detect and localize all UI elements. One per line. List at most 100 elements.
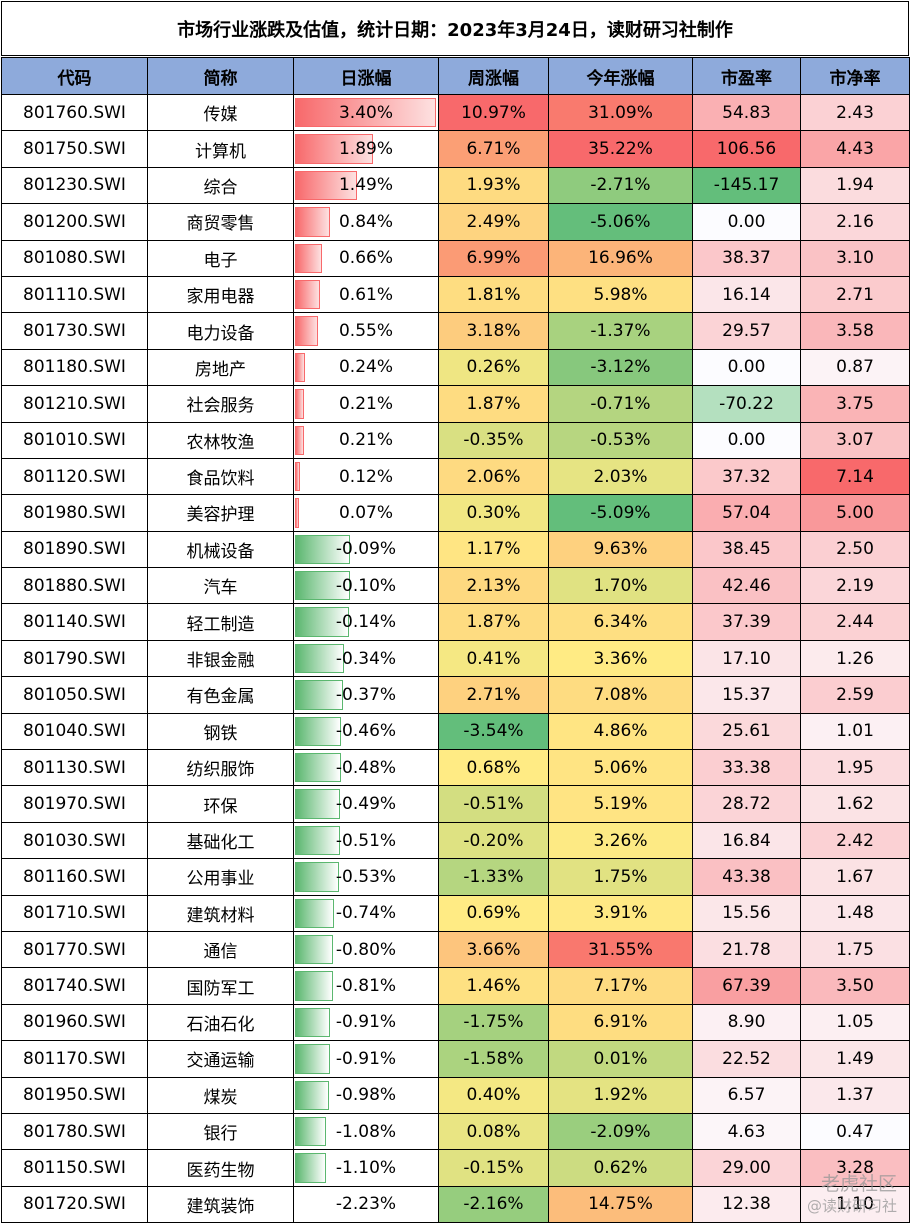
col-header-ytd-change: 今年涨幅: [548, 57, 693, 95]
data-bar: [295, 571, 350, 601]
cell-pb: 3.07: [800, 421, 910, 459]
cell-week-change: 0.41%: [438, 639, 549, 678]
cell-day-change: 0.55%: [293, 312, 439, 350]
cell-pe: 22.52: [692, 1040, 801, 1078]
day-change-value: -0.10%: [335, 575, 397, 596]
cell-week-change: 0.08%: [438, 1112, 549, 1151]
cell-pb: 1.26: [800, 639, 910, 678]
cell-pe: 15.37: [692, 676, 801, 714]
cell-day-change: -0.34%: [293, 639, 439, 678]
day-change-value: 0.21%: [338, 393, 393, 414]
cell-day-change: 0.84%: [293, 203, 439, 241]
table-row: 801150.SWI 医药生物 -1.10% -0.15% 0.62% 29.00 3.28: [1, 1149, 910, 1187]
cell-name: 家用电器: [147, 275, 294, 314]
cell-name: 农林牧渔: [147, 421, 294, 459]
data-bar: [295, 279, 320, 310]
data-bar: [295, 753, 341, 783]
col-header-pe: 市盈率: [692, 57, 801, 95]
cell-day-change: -0.46%: [293, 712, 439, 751]
cell-pb: 0.47: [800, 1112, 910, 1151]
day-change-value: 0.61%: [338, 284, 393, 305]
cell-name: 医药生物: [147, 1149, 294, 1187]
cell-ytd-change: -2.09%: [548, 1112, 693, 1151]
cell-week-change: -1.75%: [438, 1003, 549, 1042]
industry-table: 代码 简称 日涨幅 周涨幅 今年涨幅 市盈率 市净率 801760.SWI 传媒 3…: [1, 57, 910, 1224]
cell-code: 801230.SWI: [1, 166, 148, 205]
col-header-code: 代码: [1, 57, 148, 95]
cell-day-change: -0.37%: [293, 676, 439, 714]
cell-week-change: 1.87%: [438, 603, 549, 641]
cell-ytd-change: 14.75%: [548, 1185, 693, 1224]
cell-name: 石油石化: [147, 1003, 294, 1042]
cell-pb: 5.00: [800, 494, 910, 532]
cell-week-change: -0.35%: [438, 421, 549, 459]
cell-week-change: 0.26%: [438, 348, 549, 387]
day-change-value: -0.14%: [335, 612, 397, 633]
cell-pb: 7.14: [800, 457, 910, 496]
data-bar: [295, 425, 304, 455]
day-change-value: -0.80%: [335, 939, 397, 960]
cell-code: 801110.SWI: [1, 275, 148, 314]
data-bar: [295, 134, 373, 164]
data-bar: [295, 170, 357, 201]
cell-pb: 2.16: [800, 203, 910, 241]
cell-day-change: 0.24%: [293, 348, 439, 387]
data-bar: [295, 243, 322, 273]
cell-name: 钢铁: [147, 712, 294, 751]
cell-pb: 1.05: [800, 1003, 910, 1042]
cell-week-change: -3.54%: [438, 712, 549, 751]
cell-ytd-change: 6.91%: [548, 1003, 693, 1042]
cell-pe: 37.39: [692, 603, 801, 641]
table-row: 801050.SWI 有色金属 -0.37% 2.71% 7.08% 15.37 2.59: [1, 676, 910, 714]
cell-pb: 2.43: [800, 93, 910, 132]
table-row: 801960.SWI 石油石化 -0.91% -1.75% 6.91% 8.90 1.05: [1, 1003, 910, 1042]
cell-pe: 57.04: [692, 494, 801, 532]
cell-ytd-change: 5.19%: [548, 785, 693, 823]
data-bar: [295, 1044, 330, 1074]
cell-name: 有色金属: [147, 676, 294, 714]
cell-code: 801770.SWI: [1, 930, 148, 969]
cell-day-change: 1.89%: [293, 130, 439, 168]
cell-ytd-change: -5.09%: [548, 494, 693, 532]
day-change-value: -1.08%: [335, 1121, 397, 1142]
cell-pe: 54.83: [692, 93, 801, 132]
col-header-day-change: 日涨幅: [293, 57, 439, 95]
cell-week-change: 0.40%: [438, 1076, 549, 1114]
cell-week-change: 6.99%: [438, 239, 549, 277]
table-title: 市场行业涨跌及估值，统计日期：2023年3月24日，读财研习社制作: [1, 1, 909, 56]
cell-ytd-change: -0.71%: [548, 385, 693, 423]
cell-name: 传媒: [147, 93, 294, 132]
cell-day-change: -2.23%: [293, 1185, 439, 1224]
cell-week-change: 2.13%: [438, 567, 549, 605]
cell-name: 轻工制造: [147, 603, 294, 641]
data-bar: [295, 534, 350, 565]
table-row: 801790.SWI 非银金融 -0.34% 0.41% 3.36% 17.10 1.26: [1, 639, 910, 678]
data-bar: [295, 207, 330, 237]
cell-name: 煤炭: [147, 1076, 294, 1114]
cell-day-change: 0.61%: [293, 275, 439, 314]
day-change-value: -0.34%: [335, 648, 397, 669]
table-row: 801770.SWI 通信 -0.80% 3.66% 31.55% 21.78 1.75: [1, 930, 910, 969]
day-change-value: -0.09%: [335, 539, 397, 560]
day-change-value: -0.48%: [335, 757, 397, 778]
table-row: 801730.SWI 电力设备 0.55% 3.18% -1.37% 29.57 3.58: [1, 312, 910, 350]
day-change-value: -0.91%: [335, 1048, 397, 1069]
table-row: 801120.SWI 食品饮料 0.12% 2.06% 2.03% 37.32 7.14: [1, 457, 910, 496]
cell-pb: 3.50: [800, 967, 910, 1005]
cell-ytd-change: 2.03%: [548, 457, 693, 496]
cell-ytd-change: -1.37%: [548, 312, 693, 350]
cell-name: 电力设备: [147, 312, 294, 350]
cell-ytd-change: 1.92%: [548, 1076, 693, 1114]
cell-code: 801150.SWI: [1, 1149, 148, 1187]
day-change-value: 1.49%: [338, 175, 393, 196]
table-row: 801750.SWI 计算机 1.89% 6.71% 35.22% 106.56 4.43: [1, 130, 910, 168]
cell-day-change: -0.14%: [293, 603, 439, 641]
cell-week-change: 1.17%: [438, 530, 549, 569]
day-change-value: -0.37%: [335, 684, 397, 705]
cell-name: 食品饮料: [147, 457, 294, 496]
cell-day-change: -1.10%: [293, 1149, 439, 1187]
cell-day-change: -0.80%: [293, 930, 439, 969]
cell-pe: 6.57: [692, 1076, 801, 1114]
cell-code: 801970.SWI: [1, 785, 148, 823]
